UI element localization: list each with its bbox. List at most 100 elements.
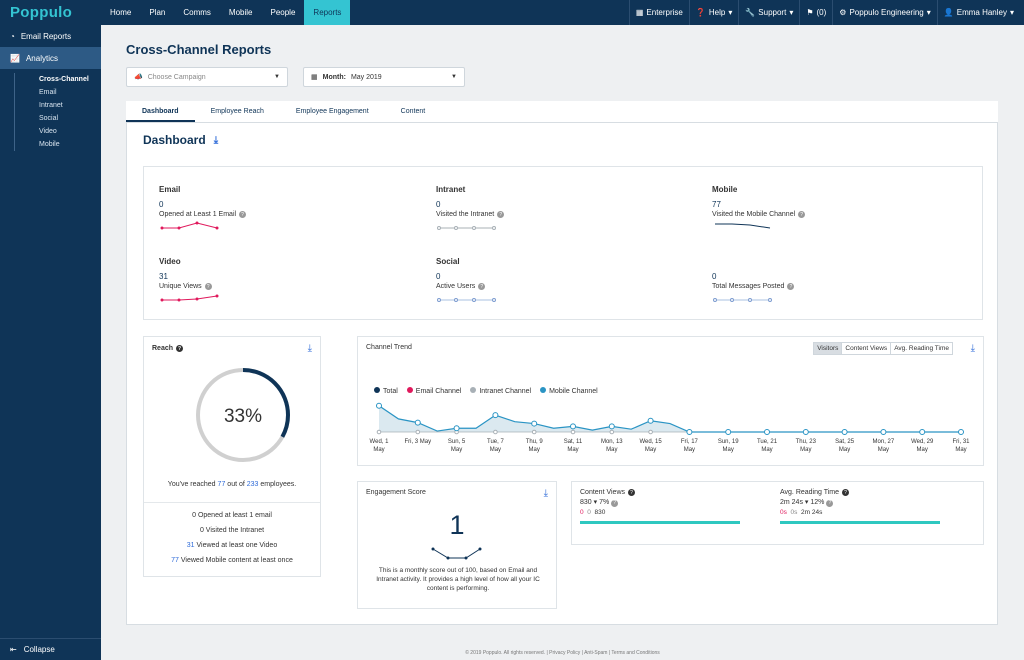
intranet-point[interactable] — [609, 429, 615, 435]
help-icon[interactable]: ? — [628, 489, 636, 496]
metric-heading: Intranet — [436, 185, 466, 194]
sidebar-sub-mobile[interactable]: Mobile — [39, 141, 60, 148]
sidebar-item-email-reports[interactable]: ◔ Email Reports — [0, 25, 101, 47]
sidebar-item-analytics[interactable]: 📈 Analytics — [0, 47, 101, 69]
legend-label: Mobile Channel — [549, 388, 598, 395]
total-point[interactable] — [919, 429, 926, 435]
total-point[interactable] — [880, 429, 887, 435]
line-chart-icon: 📈 — [10, 53, 20, 63]
sidebar-sub-intranet[interactable]: Intranet — [39, 102, 63, 109]
download-icon[interactable]: ⤓ — [970, 343, 975, 354]
nav-mobile[interactable]: Mobile — [228, 8, 253, 17]
help-icon[interactable]: ? — [497, 211, 505, 218]
download-icon[interactable]: ⤓ — [543, 488, 548, 499]
sparkline-point — [748, 298, 752, 302]
list-item: 0 Visited the Intranet — [144, 523, 320, 538]
total-point[interactable] — [764, 429, 770, 435]
nav-people[interactable]: People — [270, 8, 296, 17]
tab-employee-engagement[interactable]: Employee Engagement — [295, 108, 369, 115]
metric-intranet: Intranet 0 Visited the Intranet? — [436, 185, 616, 234]
tab-content[interactable]: Content — [400, 108, 426, 115]
main-content: Cross-Channel Reports 📣 Choose Campaign … — [101, 25, 1024, 660]
list-item-count: 77 — [171, 557, 179, 564]
nav-comms[interactable]: Comms — [183, 8, 211, 17]
total-point[interactable] — [725, 429, 732, 435]
email-sparkline — [160, 221, 219, 230]
sparkline-point — [492, 226, 496, 230]
legend-label: Total — [383, 388, 398, 395]
metric-label-text: Visited the Intranet — [436, 211, 495, 218]
reading-time-stat: Avg. Reading Time? 2m 24s ▾ 12% ? 0s 0s … — [780, 489, 940, 524]
sidebar-sub-cross-channel[interactable]: Cross-Channel — [39, 76, 89, 83]
reach-count: 77 — [217, 481, 226, 488]
help-icon[interactable]: ? — [176, 345, 184, 352]
intranet-point[interactable] — [415, 429, 421, 435]
total-point[interactable] — [958, 429, 964, 435]
notifications-button[interactable]: ⚑ (0) — [799, 0, 832, 25]
visitors-button[interactable]: Visitors — [814, 343, 842, 354]
collapse-button[interactable]: ⇤ Collapse — [0, 638, 101, 660]
enterprise-label: Enterprise — [646, 8, 683, 17]
list-item-count: 0 — [199, 527, 204, 534]
tab-dashboard[interactable]: Dashboard — [126, 101, 195, 122]
help-icon[interactable]: ? — [826, 499, 834, 507]
sidebar-sub-video[interactable]: Video — [39, 128, 57, 135]
help-icon[interactable]: ? — [611, 499, 619, 507]
gear-icon: ⚙ — [839, 8, 847, 17]
sidebar-sub-social[interactable]: Social — [39, 115, 59, 122]
help-icon[interactable]: ? — [787, 283, 795, 290]
trend-metric-toggle: Visitors Content Views Avg. Reading Time — [813, 342, 953, 355]
total-point[interactable] — [492, 412, 499, 419]
help-icon[interactable]: ? — [842, 489, 850, 496]
campaign-select[interactable]: 📣 Choose Campaign ▼ — [126, 67, 288, 87]
enterprise-link[interactable]: ▦ Enterprise — [628, 0, 689, 25]
reach-list: 0 Opened at least 1 email 0 Visited the … — [144, 502, 320, 568]
intranet-point[interactable] — [531, 429, 537, 435]
total-point[interactable] — [376, 402, 382, 409]
metric-heading: Social — [436, 257, 460, 266]
user-name: Emma Hanley — [956, 8, 1007, 17]
poppulo-logo[interactable]: Poppulo — [10, 4, 73, 21]
total-point[interactable] — [453, 425, 460, 432]
download-icon[interactable]: ⤓ — [307, 343, 312, 354]
report-tabs: Dashboard Employee Reach Employee Engage… — [126, 101, 998, 123]
tab-employee-reach[interactable]: Employee Reach — [210, 108, 264, 115]
month-select[interactable]: ▦ Month: May 2019 ▼ — [303, 67, 465, 87]
user-menu[interactable]: 👤 Emma Hanley ▾ — [936, 0, 1020, 25]
intranet-point[interactable] — [376, 429, 382, 435]
org-label: Poppulo Engineering — [849, 8, 924, 17]
help-icon[interactable]: ? — [478, 283, 486, 290]
help-icon[interactable]: ? — [798, 211, 806, 218]
sidebar-sub-email[interactable]: Email — [39, 89, 57, 96]
org-menu[interactable]: ⚙ Poppulo Engineering ▾ — [832, 0, 936, 25]
help-icon[interactable]: ? — [204, 283, 212, 290]
reach-card: Reach? ⤓ 33% You've reached 77 out of 23… — [143, 336, 321, 577]
metric-label-text: Opened at Least 1 Email — [159, 211, 237, 218]
reading-time-bar — [780, 520, 940, 524]
nav-home[interactable]: Home — [110, 8, 132, 17]
help-menu[interactable]: ❓ Help ▾ — [688, 0, 738, 25]
total-point[interactable] — [608, 423, 615, 430]
total-point[interactable] — [647, 417, 654, 424]
reading-time-button[interactable]: Avg. Reading Time — [890, 343, 952, 354]
nav-plan[interactable]: Plan — [149, 8, 166, 17]
x-tick-label: Tue, 7 May — [487, 439, 504, 453]
intranet-point[interactable] — [570, 429, 576, 435]
total-point[interactable] — [802, 429, 809, 435]
nav-reports[interactable]: Reports — [304, 0, 351, 25]
total-point[interactable] — [570, 423, 576, 430]
intranet-point[interactable] — [648, 429, 653, 435]
intranet-point[interactable] — [493, 429, 498, 435]
x-tick-label: Wed, 15 May — [639, 439, 662, 453]
help-icon[interactable]: ? — [239, 211, 247, 218]
total-point[interactable] — [841, 429, 848, 435]
support-menu[interactable]: 🔧 Support ▾ — [738, 0, 799, 25]
caret-down-icon: ▾ — [804, 499, 809, 506]
total-point[interactable] — [531, 420, 538, 427]
analytics-submenu: Cross-Channel Email Intranet Social Vide… — [14, 73, 101, 151]
building-icon: ▦ — [635, 8, 644, 17]
total-point[interactable] — [686, 429, 693, 435]
content-views-button[interactable]: Content Views — [841, 343, 890, 354]
total-point[interactable] — [414, 419, 421, 426]
download-icon[interactable]: ⤓ — [213, 134, 219, 146]
